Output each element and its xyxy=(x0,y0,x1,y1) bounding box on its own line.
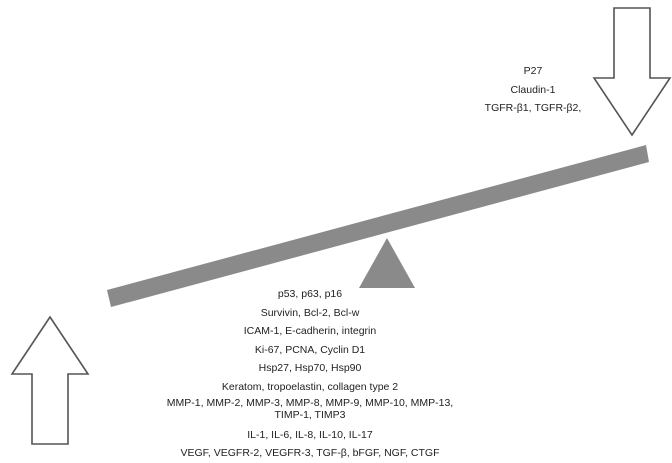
marker-label: Claudin-1 xyxy=(510,83,556,96)
balance-beam xyxy=(107,145,649,307)
marker-label: Ki-67, PCNA, Cyclin D1 xyxy=(254,343,366,356)
triangle-fulcrum-icon xyxy=(359,238,415,288)
downregulated-markers-list: p53, p63, p16 Survivin, Bcl-2, Bcl-w ICA… xyxy=(160,285,460,463)
marker-label: Survivin, Bcl-2, Bcl-w xyxy=(260,306,360,319)
marker-label: MMP-1, MMP-2, MMP-3, MMP-8, MMP-9, MMP-1… xyxy=(166,396,454,422)
marker-label: Keratom, tropoelastin, collagen type 2 xyxy=(221,380,399,393)
marker-label: IL-1, IL-6, IL-8, IL-10, IL-17 xyxy=(247,428,373,441)
hollow-up-arrow-icon xyxy=(10,315,90,445)
marker-label: VEGF, VEGFR-2, VEGFR-3, TGF-β, bFGF, NGF… xyxy=(180,447,440,460)
marker-label: TGFR-β1, TGFR-β2, xyxy=(484,102,582,115)
marker-label: p53, p63, p16 xyxy=(277,288,343,300)
marker-label: ICAM-1, E-cadherin, integrin xyxy=(243,325,377,338)
marker-label: Hsp27, Hsp70, Hsp90 xyxy=(258,362,362,375)
marker-label: P27 xyxy=(523,65,543,77)
upregulated-markers-list: P27 Claudin-1 TGFR-β1, TGFR-β2, xyxy=(468,62,598,118)
hollow-down-arrow-icon xyxy=(592,7,672,137)
